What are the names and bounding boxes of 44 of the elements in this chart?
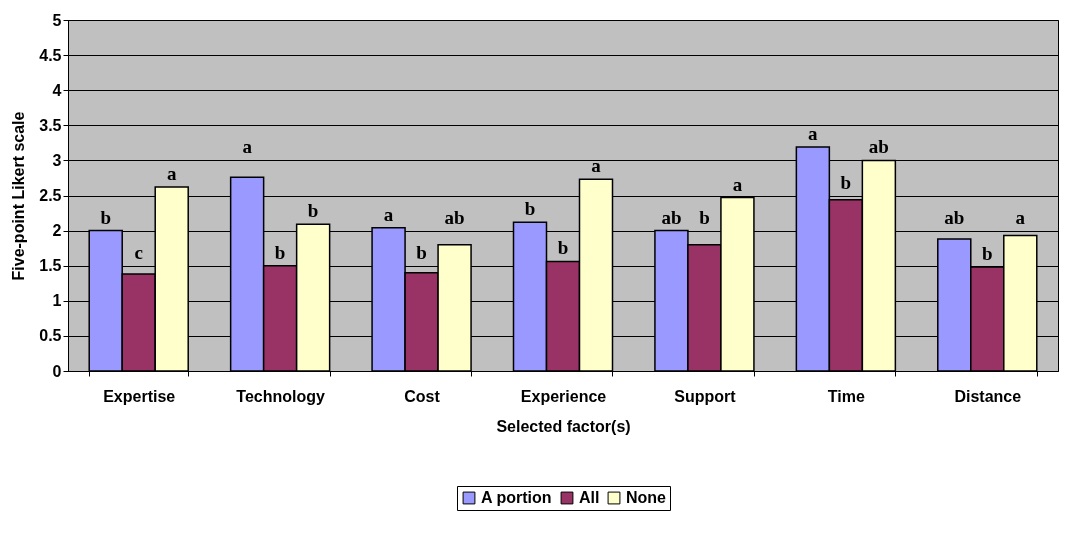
- annotation: b: [982, 243, 993, 265]
- annotation: c: [134, 241, 143, 263]
- annotation: a: [591, 155, 602, 177]
- y-tick-label: 4: [52, 81, 62, 99]
- y-tick-label: 0: [52, 362, 62, 380]
- annotation: a: [166, 163, 177, 185]
- annotation: b: [416, 241, 427, 263]
- annotation: b: [307, 200, 319, 222]
- annotation: b: [557, 237, 569, 259]
- annotation: b: [699, 206, 710, 228]
- annotation: ab: [444, 206, 465, 228]
- y-tick-label: 2.5: [39, 187, 62, 204]
- annotation: b: [100, 206, 111, 228]
- annotation: ab: [661, 206, 682, 228]
- annotation: b: [840, 171, 852, 193]
- x-tick-label: Distance: [954, 387, 1022, 405]
- y-tick-label: 3.5: [39, 116, 62, 134]
- x-tick-label: Experience: [520, 387, 607, 405]
- annotation: b: [274, 241, 286, 263]
- annotation: a: [732, 173, 743, 195]
- y-tick-label: 3: [52, 151, 62, 169]
- x-axis-title: Selected factor(s): [496, 417, 631, 435]
- x-tick-label: Technology: [236, 387, 326, 405]
- annotation: ab: [944, 206, 965, 228]
- annotation: a: [1015, 206, 1026, 228]
- y-axis-title: Five-point Likert scale: [10, 111, 28, 281]
- y-tick-label: 1.5: [39, 257, 62, 275]
- x-tick-label: Expertise: [103, 387, 176, 405]
- annotation: a: [242, 136, 253, 158]
- annotation: ab: [868, 136, 889, 158]
- annotation: b: [524, 198, 536, 220]
- x-tick-label: Time: [827, 387, 865, 405]
- y-tick-label: 1: [52, 292, 62, 310]
- annotation: a: [808, 123, 819, 145]
- y-tick-label: 0.5: [39, 327, 62, 345]
- y-tick-label: 2: [52, 222, 62, 240]
- x-tick-label: Support: [674, 387, 737, 405]
- y-tick-label: 4.5: [39, 46, 62, 64]
- legend-label: All: [579, 489, 600, 506]
- x-tick-label: Cost: [404, 387, 441, 405]
- legend-label: A portion: [481, 489, 552, 506]
- annotation: a: [383, 203, 394, 225]
- legend-label: None: [626, 489, 667, 506]
- y-tick-label: 5: [52, 11, 62, 29]
